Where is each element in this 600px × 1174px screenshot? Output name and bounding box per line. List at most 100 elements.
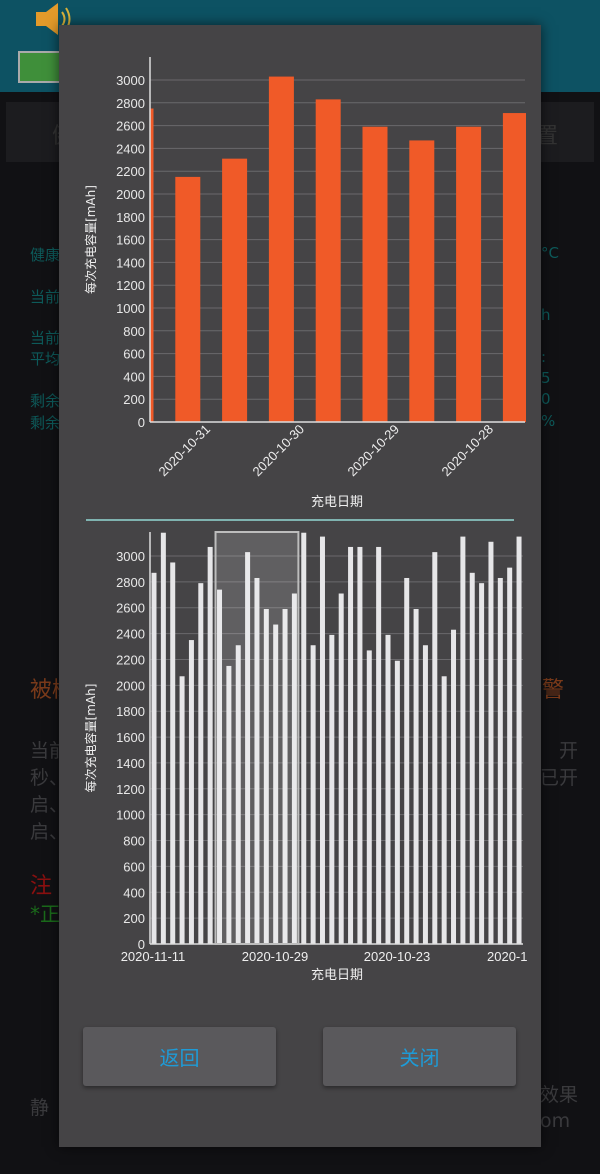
bar[interactable] [488,541,494,944]
bg-note: 注 [30,874,53,899]
bar[interactable] [357,546,363,944]
bar[interactable] [385,634,391,944]
bar[interactable] [338,593,344,944]
bar[interactable] [422,645,428,944]
bar[interactable] [404,577,410,944]
y-tick-label: 1600 [116,730,145,745]
y-tick-label: 0 [138,937,145,952]
y-tick-label: 2600 [116,119,145,134]
bg-footer: 静 [30,1097,50,1119]
bar[interactable] [469,572,475,944]
bar[interactable] [362,126,388,423]
bar[interactable] [291,593,297,944]
bg-paragraph: 当前 秒、 启、 启、 [30,740,69,843]
bar[interactable] [273,624,279,944]
bar[interactable] [366,650,372,944]
speaker-icon [36,3,71,35]
bar[interactable] [160,532,166,944]
bg-note: *正 [30,902,60,926]
bar[interactable] [170,562,176,944]
y-tick-label: 2000 [116,678,145,693]
bar[interactable] [207,546,213,944]
chart-1: 0 200 400 600 800 1000 1200 1400 1600 1800 2000 220… [83,531,527,983]
back-button[interactable]: 返回 [83,1027,276,1086]
bar[interactable] [456,126,482,423]
bar[interactable] [268,76,294,422]
bar[interactable] [315,99,341,422]
bar[interactable] [151,572,157,944]
bar[interactable] [263,609,269,944]
bar[interactable] [394,660,400,944]
y-tick-label: 600 [123,347,145,362]
y-tick-label: 1200 [116,782,145,797]
y-tick-label: 3000 [116,549,145,564]
bar[interactable] [348,546,354,944]
bar[interactable] [507,567,513,944]
bar[interactable] [175,176,201,422]
y-axis-label: 每次充电容量[mAh] [83,684,98,793]
bar[interactable] [451,629,457,944]
bar[interactable] [254,577,260,944]
bar[interactable] [179,676,185,944]
bar[interactable] [301,532,307,944]
x-axis-label: 充电日期 [311,494,363,510]
bar[interactable] [409,140,435,423]
y-tick-label: 800 [123,324,145,339]
bar[interactable] [479,583,485,944]
bg-footer: 效果 [540,1084,579,1106]
bar[interactable] [516,536,522,944]
y-tick-label: 2400 [116,627,145,642]
close-button[interactable]: 关闭 [323,1027,516,1086]
bar[interactable] [502,113,528,422]
bar[interactable] [188,640,194,944]
bg-paragraph: 开已开 [540,740,579,789]
battery-icon [18,51,65,83]
bar[interactable] [497,577,503,944]
bar[interactable] [310,645,316,944]
bg-text: 0 [541,390,551,408]
x-tick-label: 2020-10-23 [364,949,431,964]
bar[interactable] [245,552,251,944]
bar[interactable] [222,158,248,422]
bar[interactable] [413,609,419,944]
y-tick-label: 600 [123,859,145,874]
y-tick-label: 3000 [116,73,145,88]
y-tick-label: 1400 [116,756,145,771]
y-tick-label: 1400 [116,255,145,270]
bar[interactable] [198,583,204,944]
y-tick-label: 200 [123,911,145,926]
bg-text: 平均 [30,350,61,368]
bg-text: 当前 [30,288,61,306]
bar[interactable] [235,645,241,944]
x-tick-label: 2020-11-11 [121,949,186,964]
bar[interactable] [441,676,447,944]
y-tick-label: 1200 [116,278,145,293]
y-tick-label: 1000 [116,301,145,316]
y-tick-label: 2400 [116,141,145,156]
bg-text: 健康 [30,246,61,264]
y-tick-label: 2000 [116,187,145,202]
bar[interactable] [217,589,223,944]
bar[interactable] [319,536,325,944]
y-tick-label: 2200 [116,652,145,667]
y-tick-label: 200 [123,392,145,407]
selection-window-handle[interactable] [214,531,300,945]
bar[interactable] [460,536,466,944]
y-tick-label: 400 [123,885,145,900]
bg-text: °C [541,244,559,262]
bar[interactable] [376,546,382,944]
y-tick-label: 1600 [116,233,145,248]
y-tick-label: 2200 [116,164,145,179]
bar[interactable] [226,665,232,944]
x-tick-label: 2020-10-31 [155,422,213,480]
bg-text: 剩余 [30,414,61,432]
y-tick-label: 2800 [116,96,145,111]
bar[interactable] [282,609,288,944]
bar[interactable] [432,552,438,944]
x-axis-label: 充电日期 [311,967,363,983]
bar[interactable] [329,634,335,944]
bg-text: 剩余 [30,392,61,410]
y-tick-label: 2800 [116,575,145,590]
bar[interactable] [129,108,154,423]
